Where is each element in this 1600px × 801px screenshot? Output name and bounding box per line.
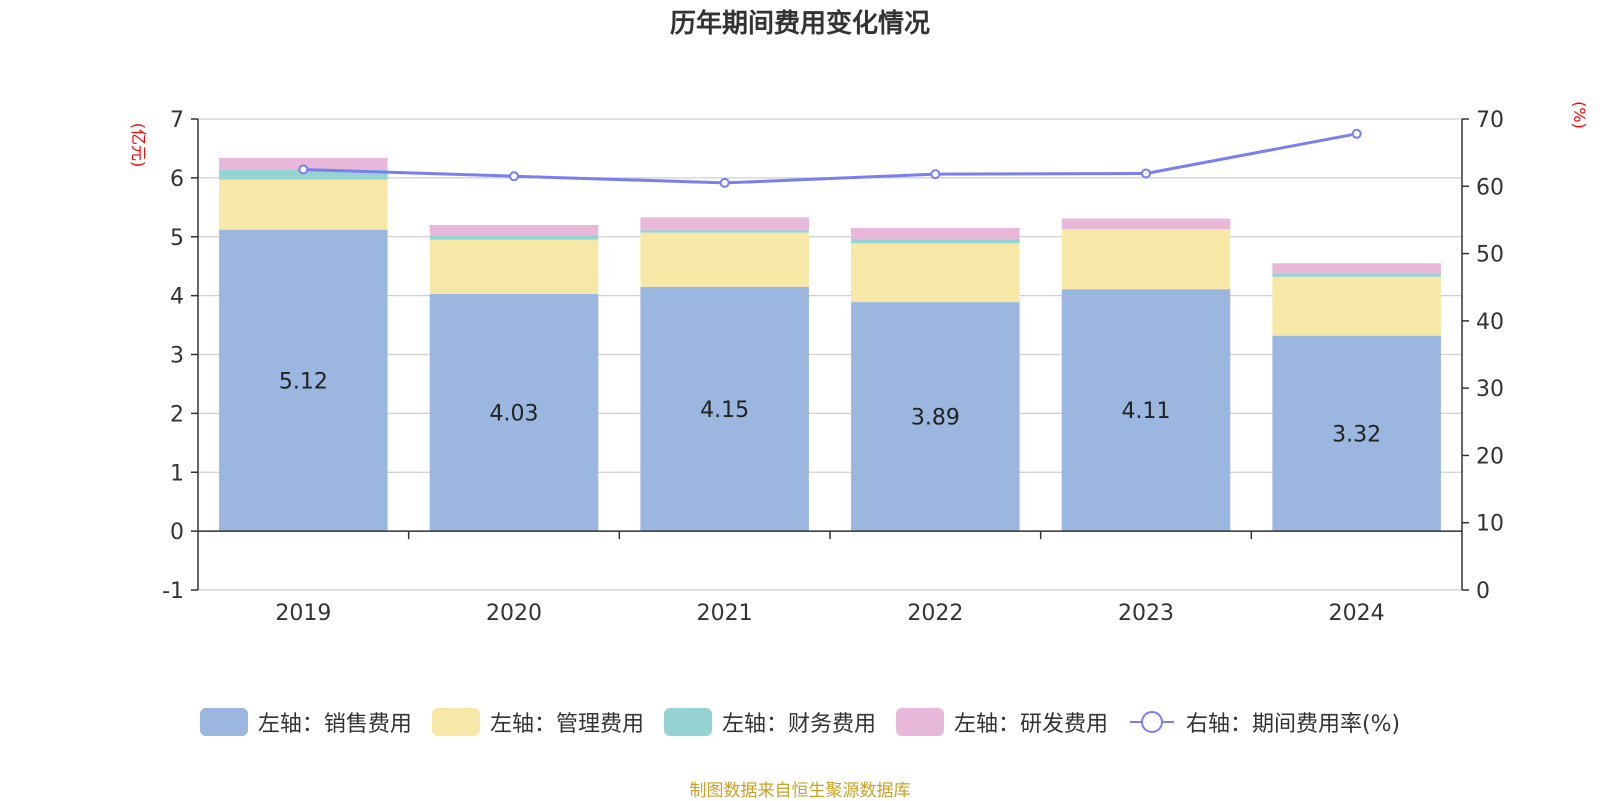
bar-segment[interactable] [219, 229, 388, 532]
right-axis-unit-label: (%) [1570, 101, 1589, 129]
bar-value-label: 4.15 [700, 398, 749, 423]
bar-segment[interactable] [1061, 289, 1231, 532]
bar-segment[interactable] [1272, 335, 1441, 532]
left-axis-tick-label: 2 [170, 402, 184, 427]
left-axis-unit-label: (亿元) [129, 123, 148, 168]
bar-segment[interactable] [1272, 276, 1441, 336]
legend-label-admin: 左轴：管理费用 [489, 712, 644, 737]
rate-point[interactable] [1351, 128, 1362, 139]
legend-label-rnd: 左轴：研发费用 [953, 712, 1108, 737]
category-label: 2019 [275, 601, 331, 626]
legend-swatch-rnd [895, 708, 944, 736]
legend-item-sales[interactable]: 左轴：销售费用 [199, 706, 412, 738]
legend-swatch-finance [663, 708, 712, 736]
rate-point[interactable] [298, 164, 309, 175]
category-label: 2022 [907, 601, 963, 626]
left-axis-tick-label: 3 [170, 344, 184, 369]
legend-item-finance[interactable]: 左轴：财务费用 [663, 706, 876, 738]
legend-label-rate: 右轴：期间费用率(%) [1185, 712, 1401, 737]
right-axis-tick-label: 20 [1476, 444, 1504, 469]
labels-layer: 5.12 4.03 4.15 3.89 4.11 3.32 [279, 369, 1381, 447]
legend-label-sales: 左轴：销售费用 [257, 712, 412, 737]
bar-value-label: 3.89 [911, 406, 960, 431]
bar-value-label: 4.03 [490, 401, 539, 426]
bar-segment[interactable] [429, 239, 599, 294]
bar-segment[interactable] [640, 230, 809, 233]
bar-segment[interactable] [1272, 273, 1441, 277]
bar-segment[interactable] [851, 243, 1020, 303]
right-axis-tick-label: 30 [1476, 377, 1504, 402]
bar-segment[interactable] [1272, 263, 1441, 274]
rate-point[interactable] [1141, 168, 1151, 179]
legend-swatch-sales [199, 708, 248, 736]
category-label: 2024 [1329, 601, 1385, 626]
right-axis-tick-label: 0 [1476, 579, 1490, 604]
bars-layer [219, 157, 1441, 532]
right-axis-tick-label: 50 [1476, 243, 1504, 268]
right-axis-tick-label: 10 [1476, 512, 1504, 537]
left-axis-tick-label: 0 [170, 520, 184, 545]
legend-label-finance: 左轴：财务费用 [721, 712, 876, 737]
bar-segment[interactable] [429, 224, 599, 236]
rate-point[interactable] [719, 177, 730, 188]
left-axis-tick-label: 1 [170, 461, 184, 486]
rate-point[interactable] [509, 171, 519, 182]
right-axis-tick-label: 70 [1476, 108, 1504, 133]
line-layer [298, 128, 1362, 188]
right-axis-tick-label: 60 [1476, 175, 1504, 200]
left-axis-tick-label: 5 [170, 226, 184, 251]
bar-segment[interactable] [851, 227, 1020, 240]
legend: 左轴：销售费用 左轴：管理费用 左轴：财务费用 左轴：研发费用 右轴：期间费用率… [0, 702, 1600, 742]
bar-segment[interactable] [429, 235, 599, 240]
bar-segment[interactable] [1061, 229, 1231, 290]
bar-segment[interactable] [429, 293, 599, 532]
bar-value-label: 4.11 [1122, 399, 1171, 424]
source-note: 制图数据来自恒生聚源数据库 [689, 781, 911, 801]
left-axis-tick-label: 6 [170, 167, 184, 192]
left-axis-tick-label: 7 [170, 108, 184, 133]
left-axis-tick-label: 4 [170, 285, 184, 310]
legend-item-rate[interactable]: 右轴：期间费用率(%) [1128, 706, 1400, 738]
category-label: 2020 [486, 601, 542, 626]
bar-segment[interactable] [219, 179, 388, 230]
bar-segment[interactable] [1061, 218, 1231, 230]
rate-point[interactable] [930, 169, 941, 180]
right-axis-tick-label: 40 [1476, 310, 1504, 335]
legend-line-marker-icon [1129, 711, 1174, 733]
bar-segment[interactable] [851, 239, 1020, 244]
category-label: 2023 [1118, 601, 1174, 626]
left-axis-tick-label: -1 [162, 579, 184, 604]
bar-value-label: 3.32 [1332, 422, 1381, 447]
chart-svg: 历年期间费用变化情况 (亿元) (%) -1012345670102030405… [129, 8, 1589, 626]
rate-line [303, 132, 1357, 185]
bar-segment[interactable] [219, 169, 388, 180]
chart-title: 历年期间费用变化情况 [670, 8, 930, 39]
bar-value-label: 5.12 [279, 369, 328, 394]
bar-segment[interactable] [640, 217, 809, 231]
bar-segment[interactable] [851, 302, 1020, 532]
category-label: 2021 [697, 601, 753, 626]
bar-segment[interactable] [219, 157, 388, 170]
bar-segment[interactable] [640, 286, 809, 532]
legend-swatch-admin [431, 708, 480, 736]
legend-item-rnd[interactable]: 左轴：研发费用 [895, 706, 1108, 738]
legend-item-admin[interactable]: 左轴：管理费用 [431, 706, 644, 738]
bar-segment[interactable] [640, 232, 809, 287]
